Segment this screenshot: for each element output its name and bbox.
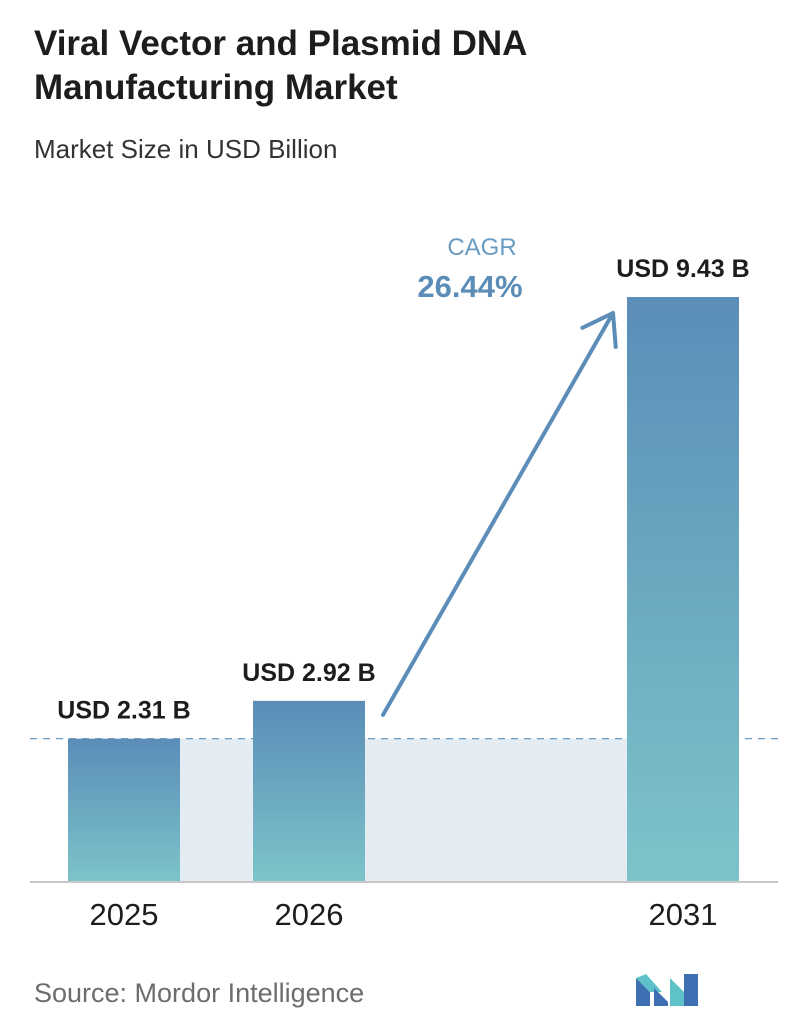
cagr-label: CAGR	[447, 234, 516, 261]
source-text: Source: Mordor Intelligence	[34, 978, 365, 1008]
value-label-2026: USD 2.92 B	[242, 659, 375, 687]
x-tick-2025: 2025	[90, 897, 159, 932]
mordor-intelligence-logo-icon	[636, 974, 698, 1006]
x-tick-2026: 2026	[275, 897, 344, 932]
chart-title: Viral Vector and Plasmid DNA Manufacturi…	[34, 24, 527, 107]
bar-2031	[627, 297, 739, 882]
value-label-2025: USD 2.31 B	[57, 697, 190, 725]
cagr-arrow-head	[580, 311, 618, 349]
cagr-arrow	[381, 311, 615, 717]
bar-2026	[253, 700, 365, 882]
cagr-value: 26.44%	[417, 269, 522, 304]
chart-subtitle: Market Size in USD Billion	[34, 134, 338, 164]
value-label-2031: USD 9.43 B	[616, 255, 749, 283]
bar-2025	[68, 738, 180, 882]
x-tick-2031: 2031	[649, 897, 718, 932]
